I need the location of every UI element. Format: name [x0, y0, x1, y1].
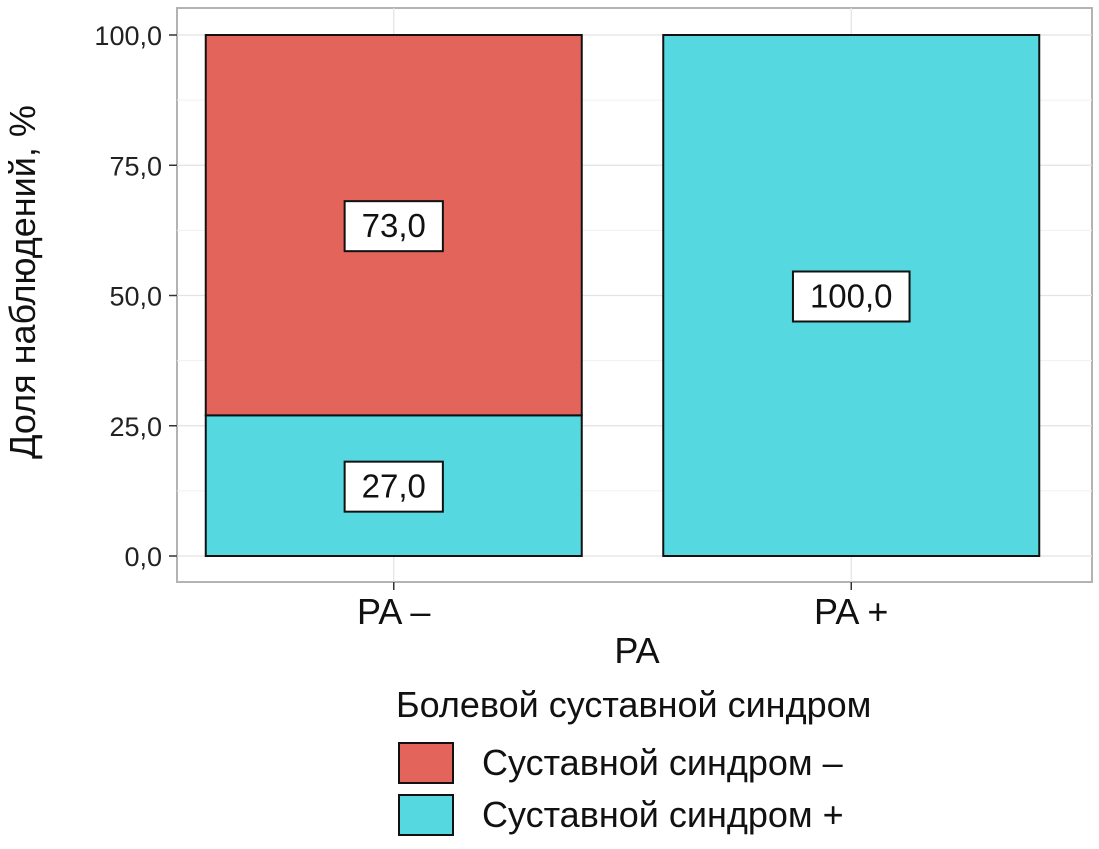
- data-label-box: [791, 270, 911, 323]
- data-label-box: [343, 460, 444, 513]
- x-axis: PA – PA +: [357, 582, 888, 632]
- x-tick-label: PA –: [357, 591, 430, 632]
- y-tick-label: 100,0: [94, 21, 162, 51]
- y-tick-label: 0,0: [124, 542, 162, 572]
- legend-item-joint-plus: Суставной синдром +: [398, 791, 844, 839]
- legend-label: Суставной синдром –: [482, 742, 843, 783]
- y-tick-label: 75,0: [109, 151, 162, 181]
- y-tick-label: 25,0: [109, 412, 162, 442]
- x-axis-title: PA: [614, 630, 659, 671]
- legend-label: Суставной синдром +: [482, 794, 844, 835]
- bars: 27,0 73,0 100,0: [204, 34, 1041, 557]
- y-tick-label: 50,0: [109, 282, 162, 312]
- legend-swatch-cyan: [398, 794, 454, 836]
- x-tick-label: PA +: [814, 591, 888, 632]
- y-axis: 0,0 25,0 50,0 75,0 100,0: [94, 21, 177, 572]
- y-axis-title: Доля наблюдений, %: [2, 105, 43, 459]
- legend-title: Болевой суставной синдром: [396, 684, 872, 725]
- data-label: 73,0: [362, 207, 426, 244]
- data-label-box: [343, 200, 444, 253]
- legend-swatch-red: [398, 742, 454, 784]
- legend-item-joint-minus: Суставной синдром –: [398, 739, 843, 787]
- data-label: 100,0: [810, 278, 893, 315]
- data-label: 27,0: [362, 468, 426, 505]
